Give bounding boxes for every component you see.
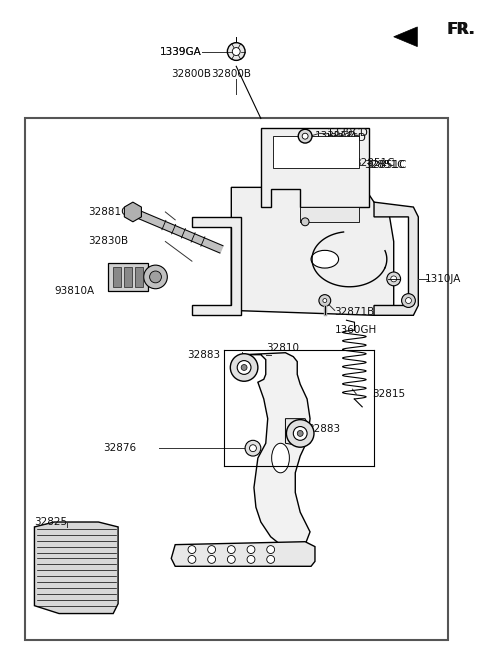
Polygon shape	[231, 188, 394, 316]
Circle shape	[228, 43, 245, 60]
Bar	[24, 119, 448, 640]
Circle shape	[287, 419, 314, 447]
Ellipse shape	[311, 251, 338, 268]
Circle shape	[228, 555, 235, 563]
Bar	[124, 267, 132, 287]
Circle shape	[293, 427, 307, 440]
Circle shape	[391, 276, 396, 282]
Circle shape	[402, 293, 415, 308]
Ellipse shape	[272, 444, 289, 473]
Polygon shape	[286, 419, 310, 446]
Text: 32883: 32883	[307, 423, 340, 433]
Polygon shape	[300, 207, 359, 222]
Text: 32876: 32876	[103, 443, 136, 453]
Circle shape	[208, 555, 216, 563]
Text: 32851C: 32851C	[366, 159, 407, 170]
Text: 32810: 32810	[266, 343, 299, 353]
Circle shape	[144, 265, 168, 289]
Circle shape	[298, 129, 312, 143]
Polygon shape	[394, 27, 417, 47]
Text: 1339CD: 1339CD	[325, 133, 367, 143]
Text: 1339GA: 1339GA	[160, 46, 202, 56]
Circle shape	[323, 299, 327, 303]
Circle shape	[406, 297, 411, 304]
Text: 32815: 32815	[372, 389, 405, 399]
Circle shape	[387, 272, 401, 286]
Circle shape	[188, 545, 196, 553]
Bar	[113, 267, 121, 287]
Circle shape	[250, 445, 256, 452]
Text: 1339CD: 1339CD	[327, 128, 369, 138]
Circle shape	[228, 545, 235, 553]
Circle shape	[301, 218, 309, 226]
Polygon shape	[273, 136, 359, 168]
Text: 32883: 32883	[187, 350, 220, 360]
Polygon shape	[35, 522, 118, 614]
Bar	[135, 267, 143, 287]
Text: FR.: FR.	[447, 22, 475, 38]
Text: 32851C: 32851C	[364, 159, 405, 170]
Text: 32800B: 32800B	[172, 69, 212, 79]
Circle shape	[319, 295, 331, 306]
Text: 1339GA: 1339GA	[160, 46, 202, 56]
Bar	[108, 263, 148, 291]
Circle shape	[232, 48, 240, 56]
Circle shape	[297, 430, 303, 436]
Circle shape	[230, 354, 258, 381]
Polygon shape	[261, 128, 369, 207]
Text: 32800B: 32800B	[211, 69, 251, 79]
Circle shape	[267, 555, 275, 563]
Circle shape	[247, 545, 255, 553]
Text: FR.: FR.	[448, 22, 476, 38]
Text: 1360GH: 1360GH	[335, 325, 377, 335]
Circle shape	[245, 440, 261, 456]
Text: 1339CD: 1339CD	[315, 131, 357, 141]
Polygon shape	[192, 217, 241, 316]
Text: 1310JA: 1310JA	[425, 274, 462, 284]
Circle shape	[208, 545, 216, 553]
Text: 32881C: 32881C	[89, 207, 129, 217]
Text: 32851C: 32851C	[354, 157, 395, 168]
Polygon shape	[244, 352, 310, 547]
Circle shape	[241, 364, 247, 371]
Polygon shape	[124, 202, 142, 222]
Text: 93810A: 93810A	[54, 285, 94, 295]
Text: 32825: 32825	[35, 517, 68, 527]
Text: 32871B: 32871B	[335, 308, 375, 318]
Polygon shape	[374, 202, 418, 316]
Polygon shape	[171, 542, 315, 566]
Polygon shape	[132, 208, 223, 253]
Text: 32830B: 32830B	[89, 237, 129, 247]
Circle shape	[150, 271, 161, 283]
Circle shape	[237, 360, 251, 375]
Circle shape	[188, 555, 196, 563]
Circle shape	[247, 555, 255, 563]
Circle shape	[267, 545, 275, 553]
Circle shape	[302, 133, 308, 139]
